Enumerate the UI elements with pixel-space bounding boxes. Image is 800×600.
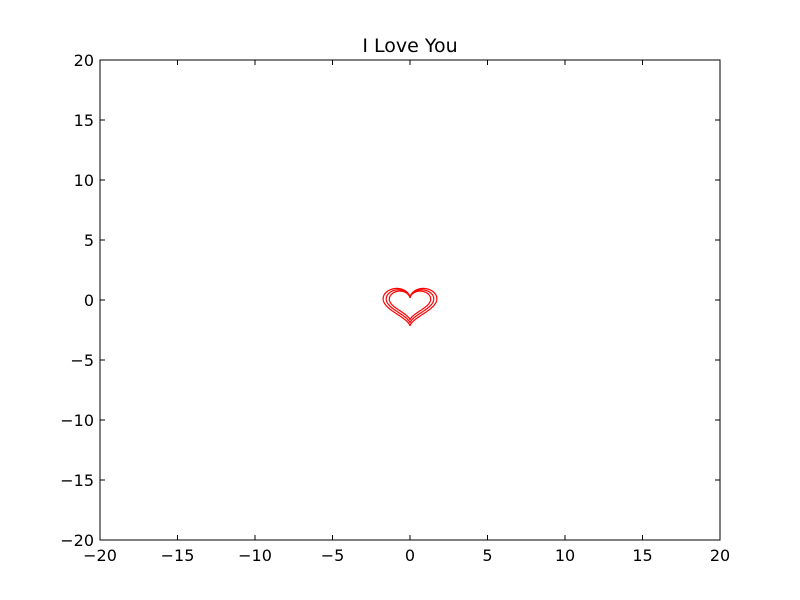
x-tick-label: −10 xyxy=(238,546,272,565)
x-tick-label: 10 xyxy=(555,546,575,565)
y-tick-label: 15 xyxy=(74,111,94,130)
y-tick-label: −15 xyxy=(60,471,94,490)
series-layer xyxy=(382,287,438,327)
y-tick-label: 5 xyxy=(84,231,94,250)
y-tick-label: −5 xyxy=(70,351,94,370)
y-tick-label: −10 xyxy=(60,411,94,430)
y-tick-label: 0 xyxy=(84,291,94,310)
y-tick-label: 10 xyxy=(74,171,94,190)
heart-series-3 xyxy=(382,287,438,327)
x-tick-label: 0 xyxy=(405,546,415,565)
x-tick-label: −15 xyxy=(161,546,195,565)
x-tick-label: 15 xyxy=(632,546,652,565)
y-tick-label: −20 xyxy=(60,531,94,550)
y-tick-label: 20 xyxy=(74,51,94,70)
plot-frame xyxy=(99,59,721,541)
heart-series-2 xyxy=(385,289,435,324)
x-tick-label: 5 xyxy=(482,546,492,565)
chart-title: I Love You xyxy=(362,35,457,57)
heart-series-1 xyxy=(388,290,432,321)
x-tick-label: −20 xyxy=(83,546,117,565)
ticks-layer: −20 −15 −10 −5 0 5 10 15 20 −20 −15 −10 −5 0 5 10 15 20 xyxy=(60,51,730,565)
x-tick-label: 20 xyxy=(710,546,730,565)
x-tick-label: −5 xyxy=(321,546,345,565)
